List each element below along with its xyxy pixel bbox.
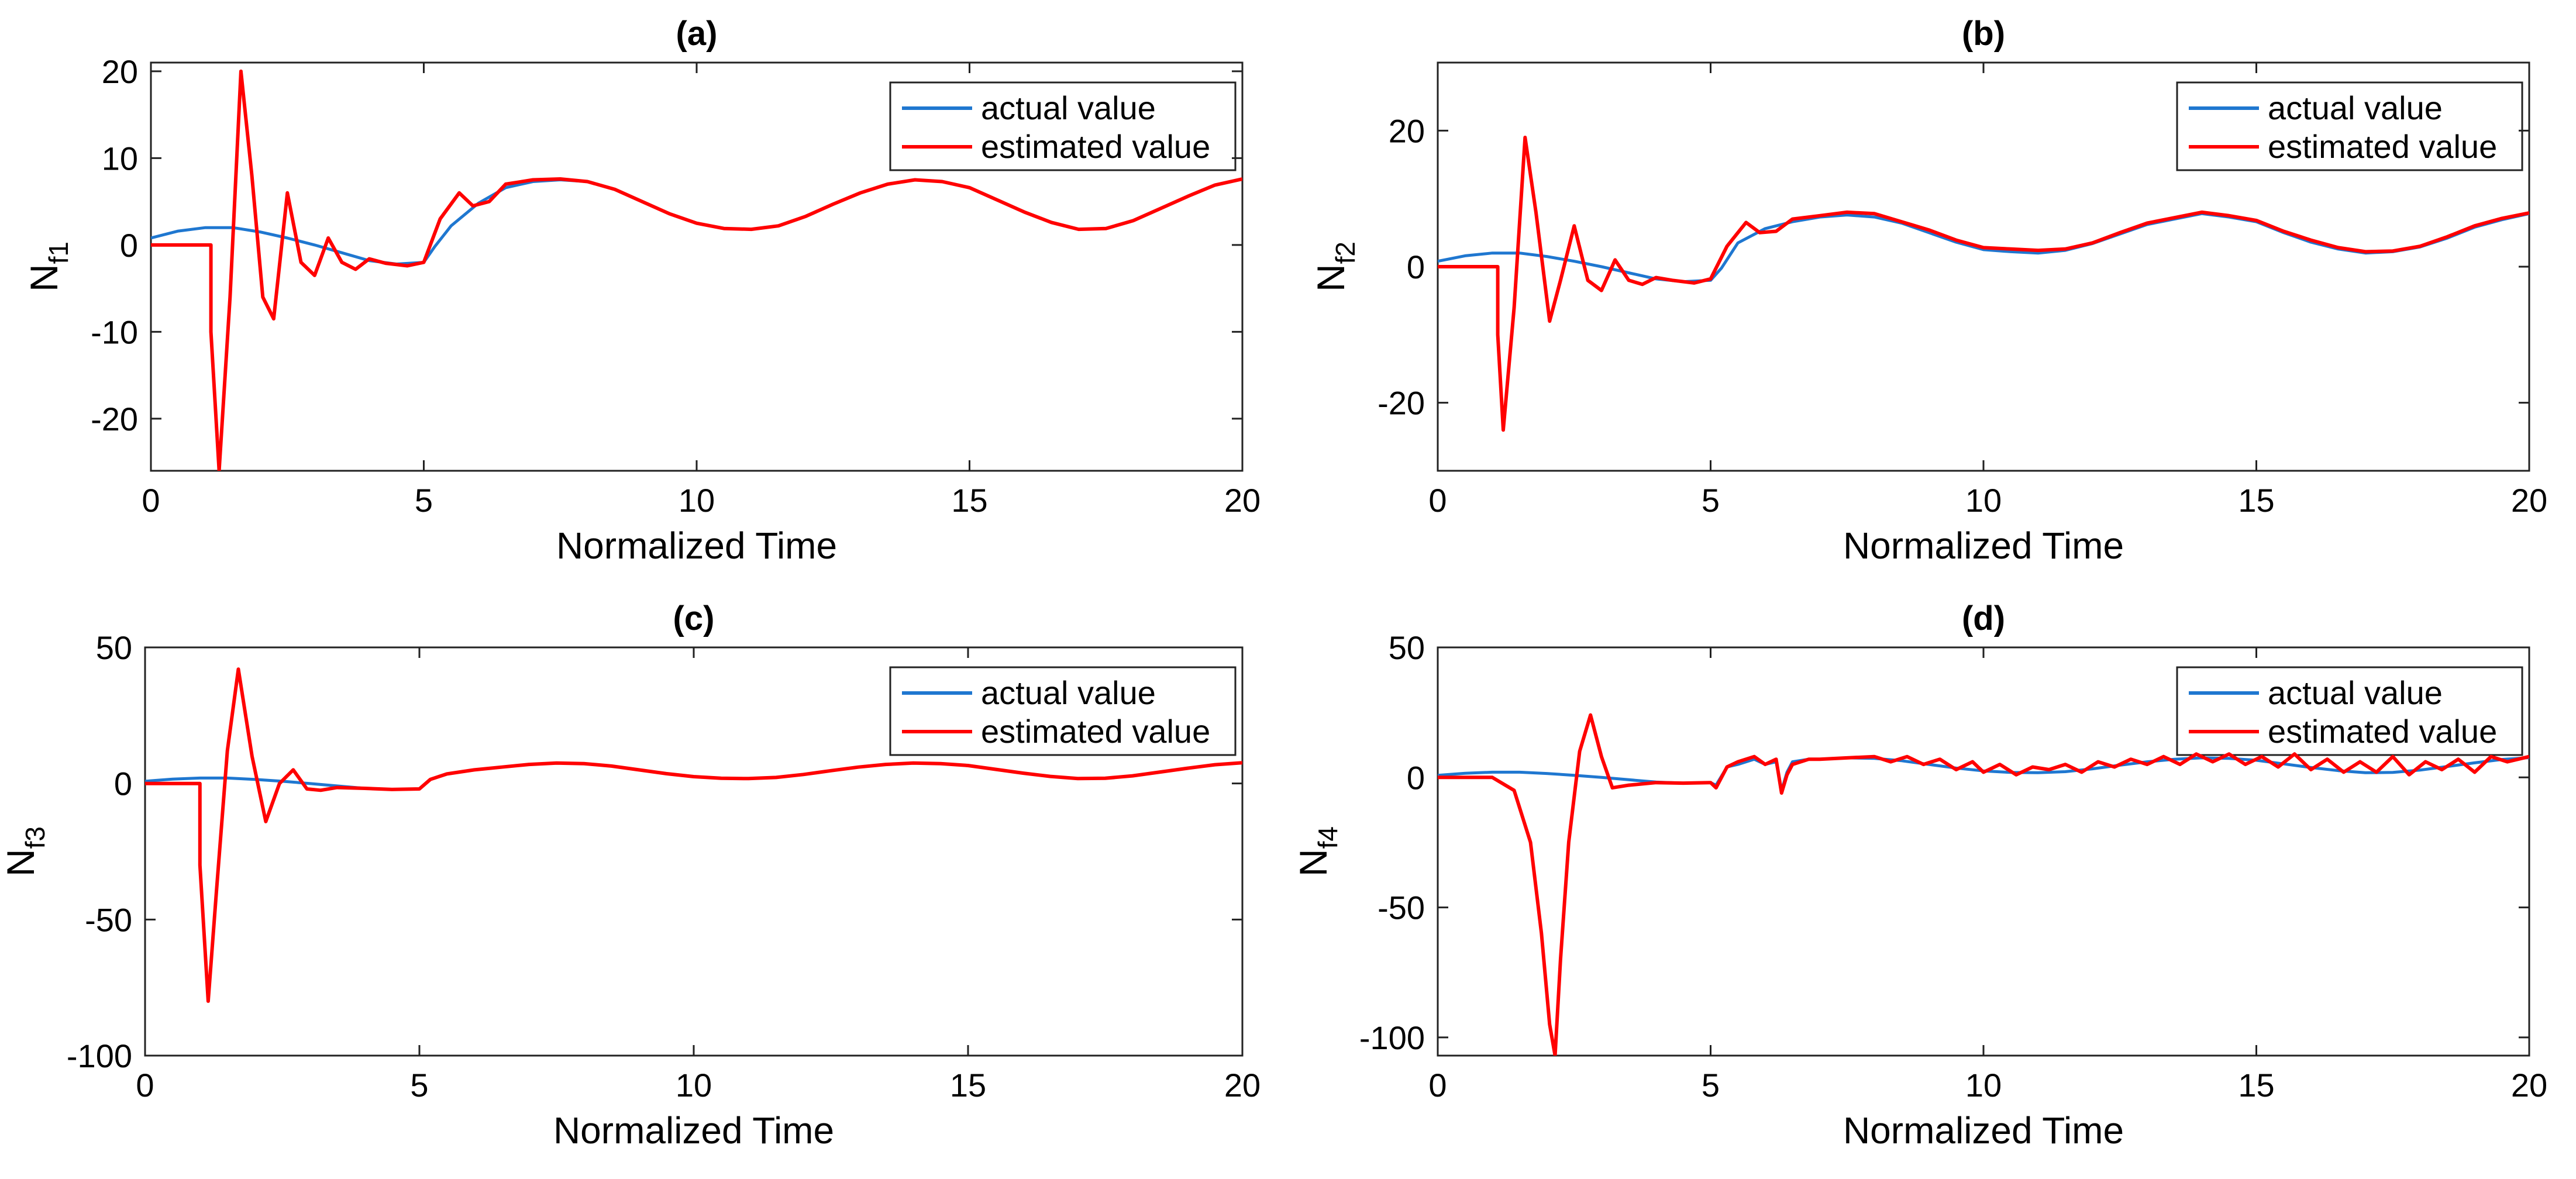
- x-axis-label: Normalized Time: [553, 1109, 834, 1152]
- legend-entry-actual: actual value: [981, 674, 1156, 711]
- panel-c: (c) Normalized Time Nf3 0 5 10 15 20 -100 -50 0…: [0, 599, 1261, 1152]
- legend-entry-actual: actual value: [2268, 674, 2443, 711]
- legend-entry-actual: actual value: [981, 89, 1156, 126]
- y-axis-label-subscript: f1: [43, 242, 74, 264]
- y-tick-label: 50: [96, 629, 132, 666]
- x-axis-label: Normalized Time: [556, 525, 837, 567]
- x-tick-label: 15: [2238, 1067, 2274, 1104]
- x-tick-label: 20: [1224, 482, 1261, 519]
- panel-b: (b) Normalized Time Nf2 0 5 10 15 20 -20 0 20 ac…: [1309, 15, 2547, 567]
- legend-box: [889, 81, 1237, 171]
- series-line-actual: [1438, 756, 2529, 792]
- panel-a: (a) Normalized Time Nf1 0 5 10 15 20 -20 -10 0 1…: [22, 15, 1261, 567]
- y-tick-label: 0: [1407, 249, 1425, 285]
- y-tick-label: 0: [114, 766, 132, 802]
- x-tick-label: 15: [950, 1067, 986, 1104]
- y-axis-label: Nf2: [1309, 242, 1361, 292]
- y-tick-label: -50: [1377, 890, 1425, 926]
- x-tick-label: 0: [1428, 1067, 1447, 1104]
- y-tick-label: -50: [85, 901, 132, 938]
- y-axis-label-main: N: [1309, 264, 1352, 292]
- y-tick-label: 20: [102, 53, 138, 90]
- y-tick-label: 0: [1407, 759, 1425, 796]
- y-axis-label-subscript: f2: [1330, 242, 1361, 264]
- series-line-estimated: [145, 667, 1242, 1003]
- y-axis-label-subscript: f4: [1313, 826, 1343, 849]
- y-axis-label-main: N: [22, 264, 66, 292]
- legend-box: [2176, 81, 2523, 171]
- y-tick-label: -100: [1359, 1019, 1425, 1056]
- y-tick-label: 50: [1389, 629, 1425, 666]
- legend-entry-estimated: estimated value: [2268, 128, 2497, 165]
- x-axis-label: Normalized Time: [1843, 525, 2124, 567]
- legend-entry-actual: actual value: [2268, 89, 2443, 126]
- panel-d: (d) Normalized Time Nf4 0 5 10 15 20 -100 -50 0…: [1292, 599, 2547, 1152]
- x-tick-label: 0: [142, 482, 160, 519]
- x-tick-label: 20: [2511, 482, 2547, 519]
- series-line-estimated: [1438, 136, 2529, 432]
- legend-entry-estimated: estimated value: [981, 128, 1210, 165]
- x-tick-label: 10: [1965, 1067, 2002, 1104]
- x-tick-label: 10: [1965, 482, 2002, 519]
- panel-title: (d): [1962, 599, 2005, 637]
- legend-entry-estimated: estimated value: [2268, 713, 2497, 750]
- x-tick-label: 5: [1702, 482, 1720, 519]
- y-axis-label-main: N: [0, 849, 42, 877]
- y-tick-label: 0: [120, 227, 138, 264]
- y-axis-label: Nf1: [22, 242, 74, 292]
- y-axis-label-subscript: f3: [20, 826, 50, 849]
- x-tick-label: 5: [415, 482, 433, 519]
- x-tick-label: 20: [2511, 1067, 2547, 1104]
- y-tick-label: -20: [91, 401, 138, 437]
- y-tick-label: -100: [67, 1037, 132, 1074]
- y-tick-label: -10: [91, 313, 138, 350]
- x-tick-label: 5: [1702, 1067, 1720, 1104]
- y-tick-label: 20: [1389, 112, 1425, 149]
- panel-title: (b): [1962, 15, 2005, 53]
- series-line-estimated: [151, 69, 1242, 471]
- x-tick-label: 15: [951, 482, 987, 519]
- x-tick-label: 5: [410, 1067, 428, 1104]
- x-tick-label: 0: [136, 1067, 154, 1104]
- legend-box: [889, 666, 1237, 756]
- x-tick-label: 10: [676, 1067, 712, 1104]
- y-axis-label: Nf4: [1292, 826, 1343, 877]
- y-tick-label: -20: [1377, 385, 1425, 422]
- y-tick-label: 10: [102, 140, 138, 177]
- x-tick-label: 20: [1224, 1067, 1261, 1104]
- x-tick-label: 0: [1428, 482, 1447, 519]
- series-line-estimated: [1438, 713, 2529, 1056]
- panel-title: (a): [676, 15, 718, 53]
- x-tick-label: 15: [2238, 482, 2274, 519]
- y-axis-label: Nf3: [0, 826, 50, 877]
- x-axis-label: Normalized Time: [1843, 1109, 2124, 1152]
- legend-entry-estimated: estimated value: [981, 713, 1210, 750]
- panel-title: (c): [673, 599, 715, 637]
- x-tick-label: 10: [679, 482, 715, 519]
- y-axis-label-main: N: [1292, 849, 1335, 877]
- legend-box: [2176, 666, 2523, 756]
